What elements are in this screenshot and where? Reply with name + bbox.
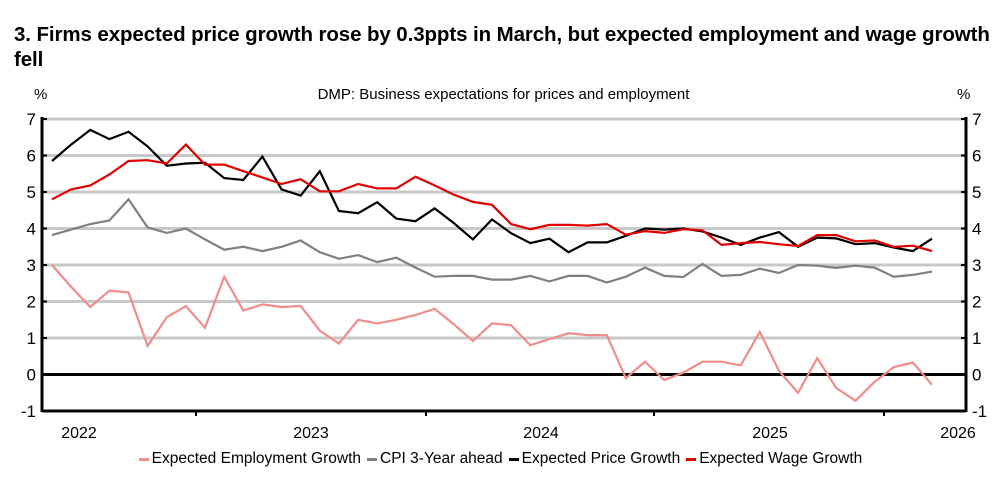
- left-tick-label: 6: [27, 147, 36, 166]
- x-tick-label: 2026: [940, 425, 976, 442]
- legend: Expected Employment Growth CPI 3-Year ah…: [0, 450, 1007, 468]
- legend-label: Expected Employment Growth: [151, 450, 362, 467]
- legend-swatch-price: [508, 457, 519, 461]
- right-tick-label: 7: [972, 110, 981, 129]
- left-tick-label: 2: [27, 293, 36, 312]
- legend-swatch-employment: [138, 457, 149, 461]
- right-tick-label: 2: [972, 293, 981, 312]
- right-tick-label: 6: [972, 147, 981, 166]
- left-axis-unit: %: [34, 86, 48, 103]
- left-tick-label: 4: [27, 220, 36, 239]
- right-tick-label: 1: [972, 329, 981, 348]
- chart-title: 3. Firms expected price growth rose by 0…: [14, 23, 990, 71]
- left-tick-label: 3: [27, 256, 36, 275]
- x-tick-label: 2023: [293, 425, 329, 442]
- right-tick-label: 5: [972, 183, 981, 202]
- legend-item: Expected Price Growth: [508, 450, 681, 468]
- left-tick-label: 0: [27, 366, 36, 385]
- legend-label: Expected Price Growth: [521, 450, 681, 467]
- right-tick-label: 4: [972, 220, 981, 239]
- right-tick-label: 0: [972, 366, 981, 385]
- right-axis-unit: %: [957, 86, 971, 103]
- x-tick-label: 2025: [752, 425, 788, 442]
- x-tick-label: 2024: [523, 425, 559, 442]
- left-tick-label: 1: [27, 329, 36, 348]
- legend-item: Expected Wage Growth: [686, 450, 862, 468]
- x-tick-label: 2022: [61, 425, 97, 442]
- left-tick-label: -1: [21, 402, 36, 421]
- right-tick-label: -1: [972, 402, 987, 421]
- series-line-expected-wage-growth: [51, 143, 933, 253]
- legend-item: CPI 3-Year ahead: [367, 450, 503, 468]
- legend-item: Expected Employment Growth: [138, 450, 362, 468]
- legend-swatch-wage: [686, 457, 697, 461]
- series-line-cpi-3-year-ahead: [51, 197, 933, 284]
- chart-subtitle: DMP: Business expectations for prices an…: [317, 86, 690, 103]
- left-tick-label: 5: [27, 183, 36, 202]
- tick-labels: -1 -1 0 0 1 1 2 2 3 3 4 4 5 5 6 6 7 7 2022 2023 2024 2025 2026: [21, 110, 987, 442]
- legend-label: CPI 3-Year ahead: [380, 450, 503, 467]
- right-tick-label: 3: [972, 256, 981, 275]
- legend-swatch-cpi: [367, 457, 378, 461]
- series-lines: [51, 128, 933, 403]
- legend-label: Expected Wage Growth: [699, 450, 863, 467]
- series-line-expected-price-growth: [51, 128, 933, 254]
- left-tick-label: 7: [27, 110, 36, 129]
- axes: [40, 117, 968, 416]
- series-line-expected-employment-growth: [51, 264, 933, 403]
